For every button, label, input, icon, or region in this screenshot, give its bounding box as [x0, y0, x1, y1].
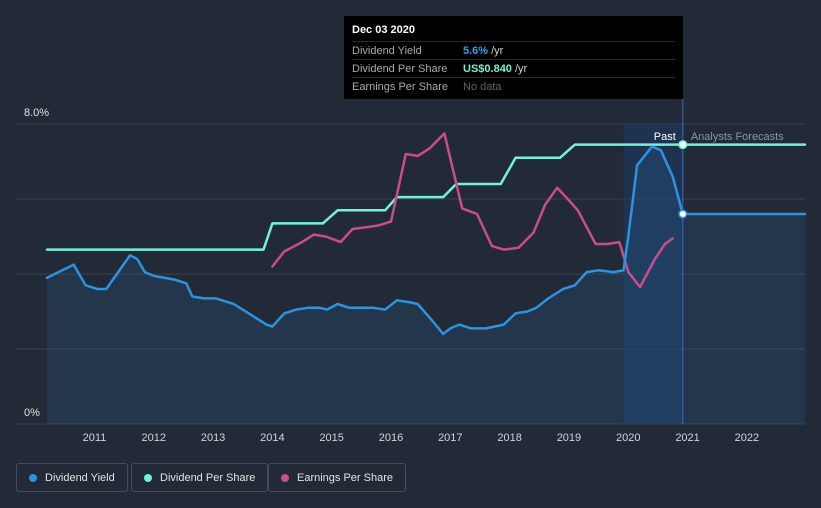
- x-tick-label: 2012: [142, 432, 166, 444]
- legend-earnings-per-share[interactable]: Earnings Per Share: [268, 463, 406, 492]
- dividend-per-share-line: [45, 143, 807, 251]
- x-tick-label: 2011: [83, 432, 107, 444]
- series-lines: [45, 132, 807, 336]
- tooltip-label: Earnings Per Share: [352, 80, 448, 93]
- dividend-yield-area: [47, 146, 805, 424]
- x-tick-label: 2015: [319, 432, 343, 444]
- chart-tooltip: Dec 03 2020 Dividend Yield 5.6% /yr Divi…: [344, 16, 683, 99]
- legend-dot: [29, 473, 37, 482]
- legend-label: Earnings Per Share: [297, 471, 393, 484]
- x-tick-label: 2020: [616, 432, 640, 444]
- x-tick-label: 2017: [438, 432, 462, 444]
- hover-marker: [678, 209, 688, 219]
- tooltip-value: US$0.840: [463, 62, 512, 75]
- tooltip-date: Dec 03 2020: [352, 24, 415, 36]
- legend-label: Dividend Yield: [45, 471, 115, 484]
- legend-dividend-per-share[interactable]: Dividend Per Share: [131, 463, 269, 492]
- legend-dot: [281, 473, 289, 482]
- tooltip-unit: /yr: [514, 62, 528, 75]
- tooltip-label: Dividend Per Share: [352, 62, 448, 75]
- legend-label: Dividend Per Share: [160, 471, 256, 484]
- x-tick-label: 2018: [497, 432, 521, 444]
- y-axis-label-bottom: 0%: [24, 407, 40, 419]
- x-axis-ticks: 2011 2012 2013 2014 2015 2016 2017 2018 2019 2020…: [83, 432, 759, 444]
- x-tick-label: 2019: [557, 432, 581, 444]
- yield-area: [47, 146, 805, 424]
- tooltip-row-dividend-per-share: Dividend Per Share US$0.840 /yr: [352, 59, 675, 77]
- tooltip-row-earnings-per-share: Earnings Per Share No data: [352, 77, 675, 95]
- legend-dot: [144, 473, 152, 482]
- dividend-yield-line: [45, 145, 807, 336]
- x-tick-label: 2021: [675, 432, 699, 444]
- tooltip-label: Dividend Yield: [352, 44, 422, 57]
- tooltip-row-dividend-yield: Dividend Yield 5.6% /yr: [352, 41, 675, 59]
- x-tick-label: 2016: [379, 432, 403, 444]
- hover-marker: [678, 140, 688, 150]
- tooltip-value: No data: [463, 80, 502, 93]
- x-tick-label: 2014: [260, 432, 284, 444]
- past-label: Past: [654, 131, 676, 143]
- hover-markers: [678, 140, 688, 219]
- x-tick-label: 2013: [201, 432, 225, 444]
- earnings-per-share-line: [271, 132, 674, 289]
- y-axis-label-top: 8.0%: [24, 107, 49, 119]
- x-tick-label: 2022: [735, 432, 759, 444]
- legend-dividend-yield[interactable]: Dividend Yield: [16, 463, 128, 492]
- analysts-forecast-label: Analysts Forecasts: [691, 131, 784, 143]
- tooltip-value: 5.6%: [463, 44, 489, 57]
- tooltip-unit: /yr: [491, 44, 504, 57]
